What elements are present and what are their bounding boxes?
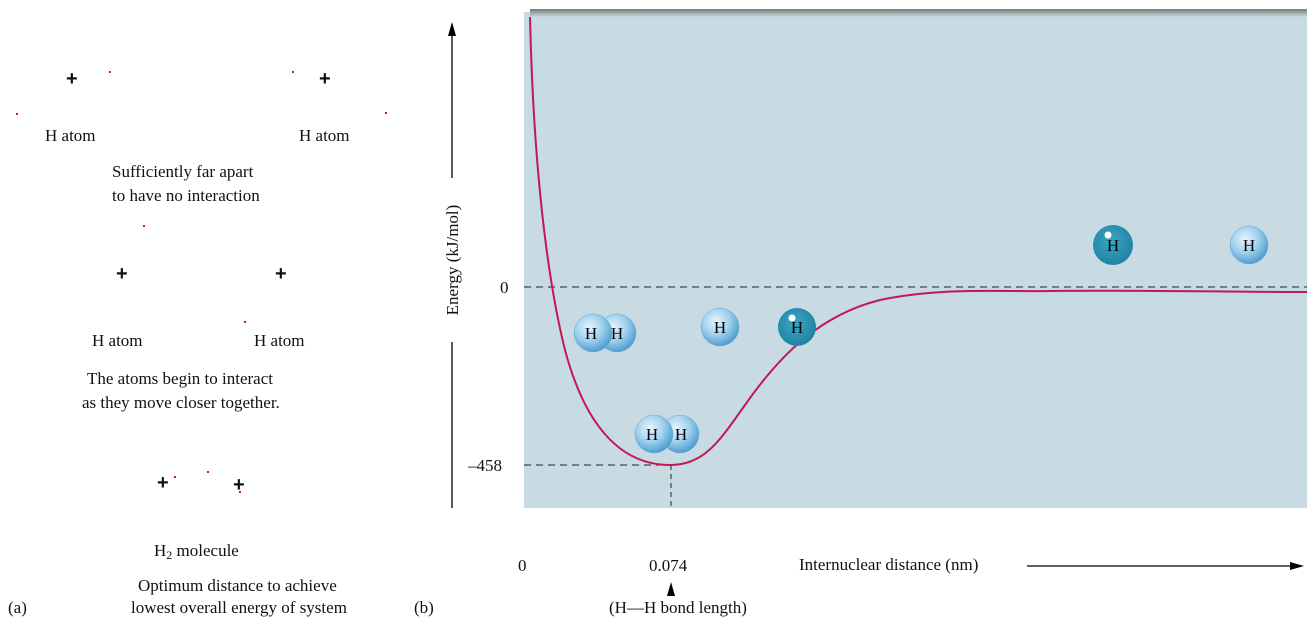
h-atom-mid-light: H	[700, 307, 740, 347]
h2-rest: molecule	[172, 541, 239, 560]
y-axis-label: Energy (kJ/mol)	[443, 205, 462, 316]
atom-symbol: H	[675, 425, 687, 444]
h-atom-far-light: H	[1229, 225, 1269, 265]
atom-symbol: H	[714, 318, 726, 337]
h2-subscript: 2	[166, 548, 173, 562]
y-axis-arrowhead	[448, 22, 456, 36]
stage1-caption-line2: to have no interaction	[112, 186, 260, 205]
stage2-caption-line1: The atoms begin to interact	[87, 369, 273, 388]
h-atom-far-dark: H	[1093, 225, 1133, 265]
h-atom-label: H atom	[92, 331, 143, 350]
electron-dot	[244, 321, 246, 323]
nucleus-plus: +	[275, 263, 287, 285]
atom-symbol: H	[611, 324, 623, 343]
plot-top-shadow	[530, 9, 1307, 17]
h2-molecule-label: H2 molecule	[154, 541, 239, 563]
y-label-gap	[446, 178, 458, 342]
electron-dot	[16, 113, 18, 115]
nucleus-plus: +	[116, 263, 128, 285]
potential-energy-curve	[529, 16, 1307, 467]
y-tick-min: –458	[468, 456, 502, 475]
h2-molecule-minimum: H H	[634, 414, 700, 454]
atom-symbol: H	[646, 425, 658, 444]
stage3-caption-line1: Optimum distance to achieve	[138, 576, 337, 595]
atom-symbol: H	[1243, 236, 1255, 255]
nucleus-plus: +	[233, 474, 245, 496]
h-atom-label: H atom	[254, 331, 305, 350]
h-atom-label: H atom	[299, 126, 350, 145]
atom-symbol: H	[1107, 236, 1119, 255]
electron-dot	[385, 112, 387, 114]
h2-main: H	[154, 541, 167, 560]
stage1-caption-line1: Sufficiently far apart	[112, 162, 254, 181]
panel-b-label: (b)	[414, 598, 434, 617]
atom-symbol: H	[585, 324, 597, 343]
stage3-caption-line2: lowest overall energy of system	[131, 598, 347, 617]
x-axis-label: Internuclear distance (nm)	[799, 555, 979, 574]
bond-length-arrowhead	[667, 582, 675, 596]
y-tick-zero: 0	[500, 278, 509, 297]
electron-dot	[109, 71, 111, 73]
h2-molecule-upper: H H	[573, 313, 637, 353]
electron-dot	[239, 491, 241, 493]
electron-dot	[174, 476, 176, 478]
nucleus-plus: +	[66, 68, 78, 90]
bond-length-note: (H—H bond length)	[609, 598, 747, 617]
nucleus-plus: +	[319, 68, 331, 90]
stage2-caption-line2: as they move closer together.	[82, 393, 280, 412]
x-tick-bond: 0.074	[649, 556, 688, 575]
x-axis-arrowhead	[1290, 562, 1304, 570]
electron-dot	[207, 471, 209, 473]
electron-dot	[292, 71, 294, 73]
h-atom-label: H atom	[45, 126, 96, 145]
h-atom-mid-dark: H	[778, 308, 816, 346]
x-tick-zero: 0	[518, 556, 527, 575]
panel-a-label: (a)	[8, 598, 27, 617]
atom-symbol: H	[791, 318, 803, 337]
nucleus-plus: +	[157, 472, 169, 494]
electron-dot	[143, 225, 145, 227]
